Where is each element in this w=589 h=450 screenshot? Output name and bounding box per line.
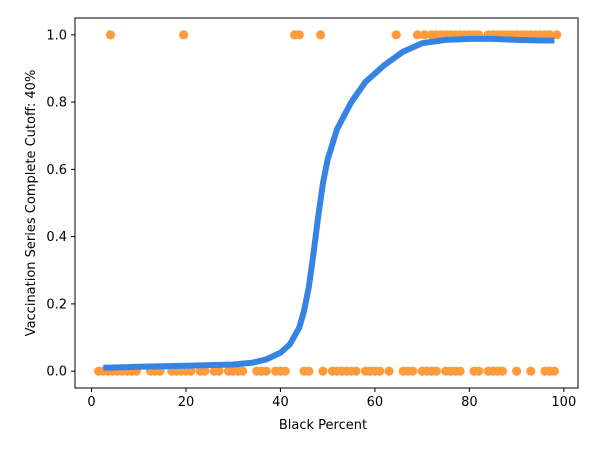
data-point [318, 366, 328, 376]
data-point [280, 366, 290, 376]
data-point [351, 366, 361, 376]
data-point [384, 366, 394, 376]
data-point [179, 30, 189, 40]
data-point [391, 30, 401, 40]
data-point [497, 366, 508, 376]
data-point [200, 366, 210, 376]
y-tick-label: 0.2 [46, 297, 67, 312]
x-axis-ticks: 0 20 40 60 80 100 [87, 388, 576, 410]
plot-frame [74, 17, 579, 389]
data-point [294, 30, 304, 40]
y-tick-label: 1.0 [46, 28, 67, 43]
x-tick-label: 0 [87, 395, 95, 410]
data-point [526, 366, 536, 376]
data-point [261, 366, 271, 376]
data-point [431, 366, 441, 376]
y-axis-label: Vaccination Series Complete Cutoff: 40% [24, 70, 39, 337]
data-point [105, 30, 116, 40]
x-tick-label: 40 [272, 395, 289, 410]
data-point [549, 366, 559, 376]
x-tick-label: 100 [551, 395, 576, 410]
y-tick-label: 0.8 [46, 96, 67, 111]
data-point [238, 366, 248, 376]
x-tick-label: 80 [461, 395, 478, 410]
data-point [186, 366, 196, 376]
data-point [375, 366, 385, 376]
data-point [419, 30, 430, 40]
data-point [412, 30, 423, 40]
x-tick-label: 60 [367, 395, 384, 410]
y-tick-label: 0.0 [46, 365, 67, 380]
data-point [474, 366, 484, 376]
series-line [103, 35, 555, 371]
data-point [455, 366, 465, 376]
data-point [408, 366, 418, 376]
x-axis-label: Black Percent [279, 418, 367, 433]
fit-curve [103, 35, 555, 371]
x-tick-label: 20 [178, 395, 195, 410]
data-point [512, 366, 522, 376]
data-point [214, 366, 224, 376]
data-point [552, 30, 562, 40]
y-tick-label: 0.4 [46, 230, 67, 245]
y-axis-ticks: 0.0 0.2 0.4 0.6 0.8 1.0 [46, 28, 75, 380]
data-point [315, 30, 326, 40]
y-tick-label: 0.6 [46, 163, 67, 178]
data-point [304, 366, 314, 376]
data-point [545, 30, 555, 40]
